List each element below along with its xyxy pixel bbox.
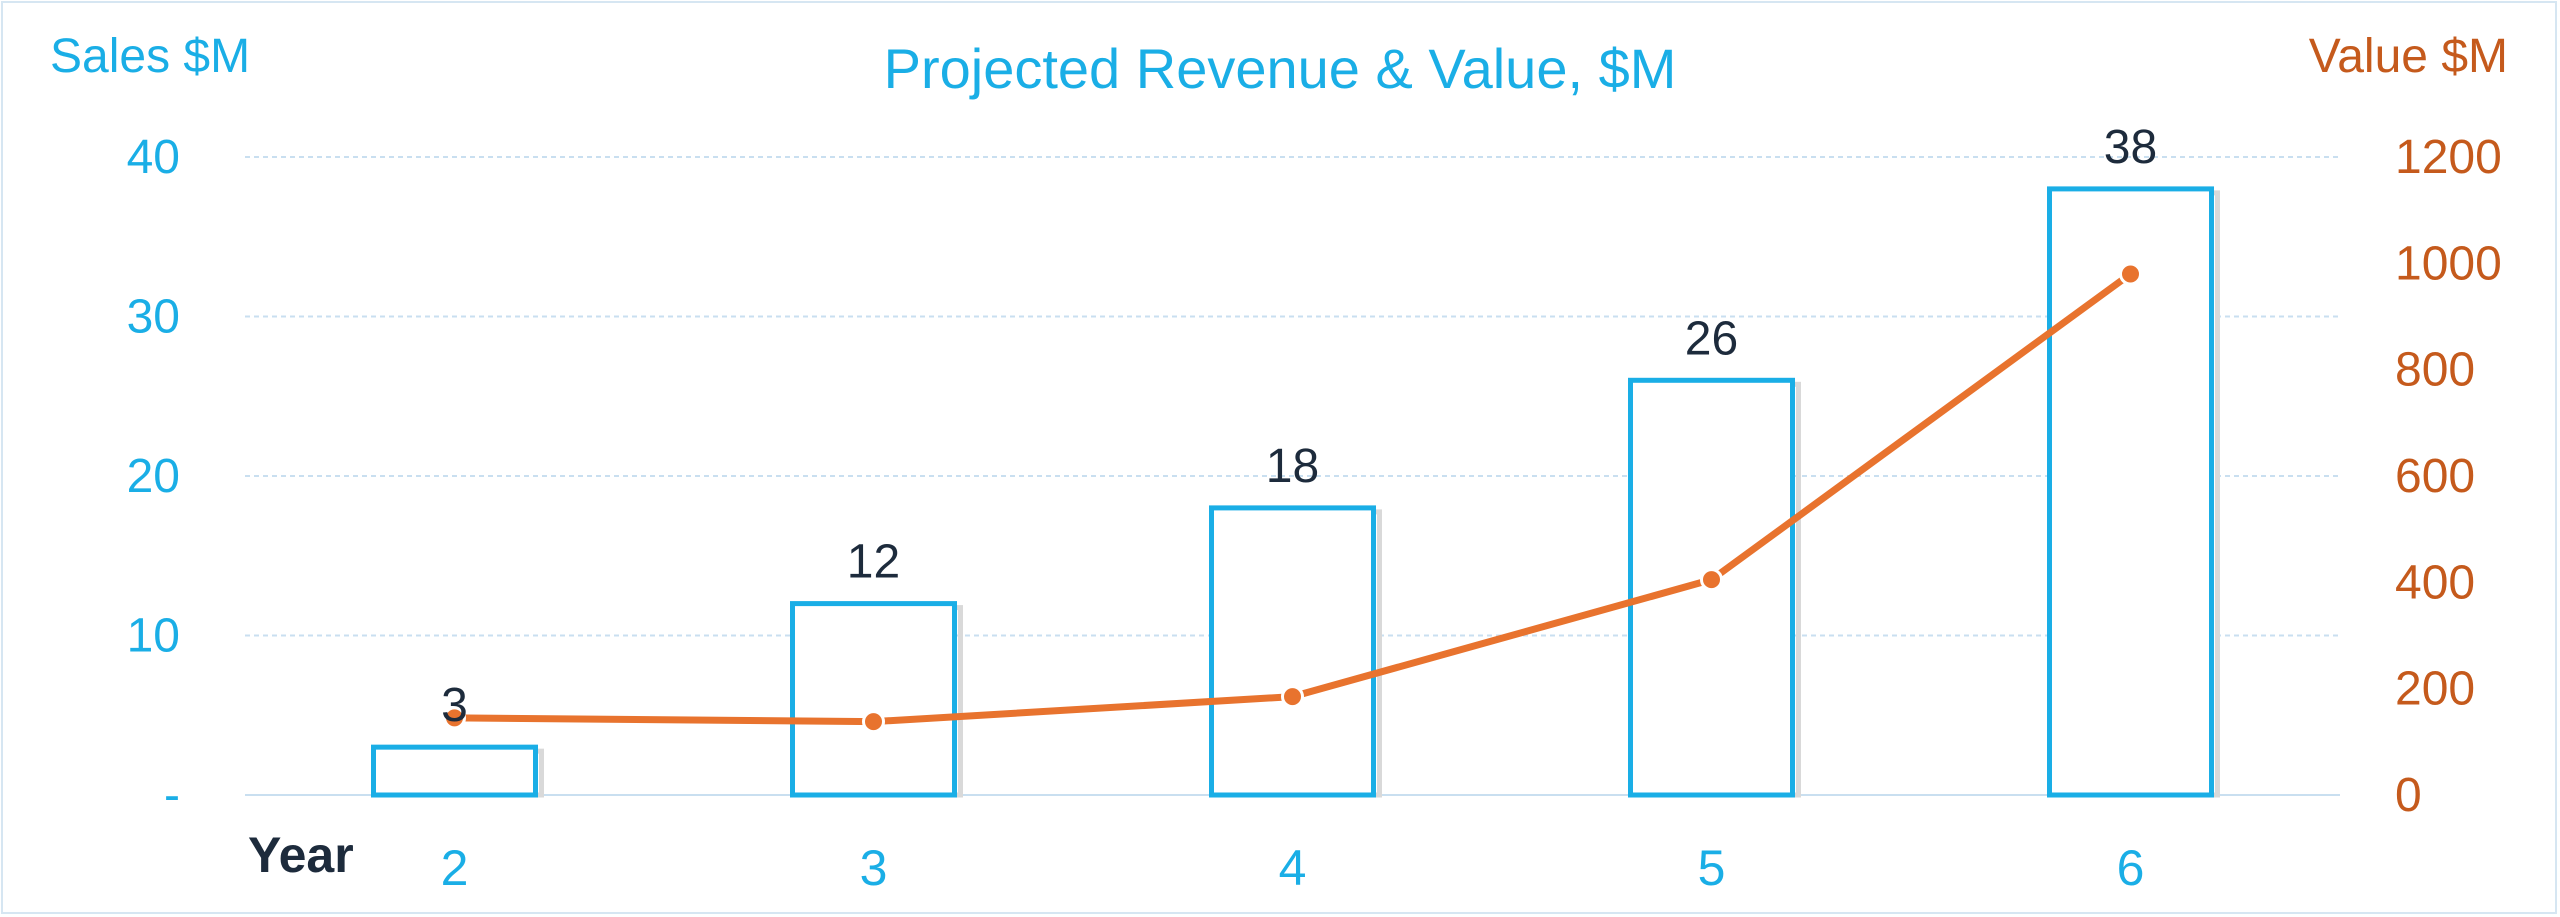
- bar: [1209, 505, 1376, 798]
- x-axis-tick-label: 2: [441, 840, 469, 896]
- left-axis-title: Sales $M: [50, 30, 250, 83]
- bar-data-label: 18: [1266, 440, 1319, 493]
- right-axis-tick-label: 1000: [2395, 237, 2502, 290]
- line-point: [2119, 262, 2142, 286]
- x-axis-tick-label: 3: [860, 840, 888, 896]
- bar-data-label: 26: [1685, 312, 1738, 365]
- left-axis-tick-label: 40: [127, 131, 180, 184]
- left-axis-tick-label: 30: [127, 291, 180, 344]
- line-point: [1700, 568, 1723, 592]
- right-axis-title: Value $M: [2309, 30, 2508, 83]
- bar: [790, 601, 957, 798]
- left-axis-tick-label: 10: [127, 610, 180, 663]
- left-axis-ticks: - 10 20 30 40: [127, 131, 180, 822]
- x-axis-tick-label: 6: [2117, 840, 2145, 896]
- bar-data-label: 12: [847, 536, 900, 589]
- x-axis-ticks: 2 3 4 5 6: [441, 840, 2145, 896]
- bar: [371, 744, 538, 798]
- x-axis-tick-label: 4: [1279, 840, 1307, 896]
- right-axis-tick-label: 0: [2395, 769, 2422, 822]
- right-axis-tick-label: 200: [2395, 663, 2475, 716]
- bar: [2047, 186, 2214, 798]
- x-axis-tick-label: 5: [1698, 840, 1726, 896]
- line-point: [1281, 685, 1304, 709]
- bar-data-label: 38: [2104, 121, 2157, 174]
- right-axis-tick-label: 400: [2395, 556, 2475, 609]
- right-axis-tick-label: 800: [2395, 344, 2475, 397]
- right-axis-tick-label: 600: [2395, 450, 2475, 503]
- line-point: [862, 710, 885, 734]
- chart-title: Projected Revenue & Value, $M: [884, 37, 1677, 100]
- left-axis-tick-label: 20: [127, 450, 180, 503]
- right-axis-ticks: 0 200 400 600 800 1000 1200: [2395, 131, 2502, 822]
- x-axis-title: Year: [248, 827, 354, 883]
- line-series: [443, 262, 2142, 734]
- line-point: [443, 706, 466, 730]
- bar-data-label: 3: [441, 679, 468, 732]
- right-axis-tick-label: 1200: [2395, 131, 2502, 184]
- data-labels: 3 12 18 26 38: [441, 121, 2157, 732]
- left-axis-tick-label: -: [164, 769, 180, 822]
